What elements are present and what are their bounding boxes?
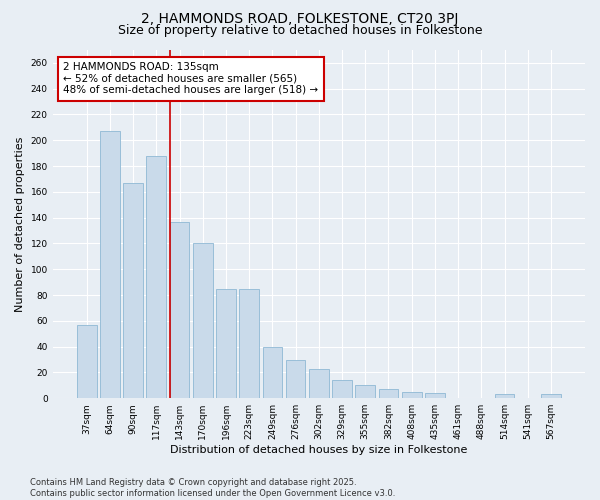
Bar	[263, 346, 282, 398]
X-axis label: Distribution of detached houses by size in Folkestone: Distribution of detached houses by size …	[170, 445, 467, 455]
Bar	[379, 389, 398, 398]
Bar	[123, 183, 143, 398]
Y-axis label: Number of detached properties: Number of detached properties	[15, 136, 25, 312]
Text: 2 HAMMONDS ROAD: 135sqm
← 52% of detached houses are smaller (565)
48% of semi-d: 2 HAMMONDS ROAD: 135sqm ← 52% of detache…	[64, 62, 319, 96]
Bar	[170, 222, 190, 398]
Bar	[146, 156, 166, 398]
Bar	[100, 131, 120, 398]
Bar	[402, 392, 422, 398]
Bar	[193, 244, 212, 398]
Bar	[216, 288, 236, 398]
Bar	[541, 394, 561, 398]
Bar	[239, 288, 259, 398]
Bar	[77, 324, 97, 398]
Text: 2, HAMMONDS ROAD, FOLKESTONE, CT20 3PJ: 2, HAMMONDS ROAD, FOLKESTONE, CT20 3PJ	[142, 12, 458, 26]
Bar	[286, 360, 305, 398]
Text: Size of property relative to detached houses in Folkestone: Size of property relative to detached ho…	[118, 24, 482, 37]
Bar	[425, 393, 445, 398]
Bar	[332, 380, 352, 398]
Bar	[494, 394, 514, 398]
Bar	[309, 368, 329, 398]
Bar	[355, 386, 375, 398]
Text: Contains HM Land Registry data © Crown copyright and database right 2025.
Contai: Contains HM Land Registry data © Crown c…	[30, 478, 395, 498]
